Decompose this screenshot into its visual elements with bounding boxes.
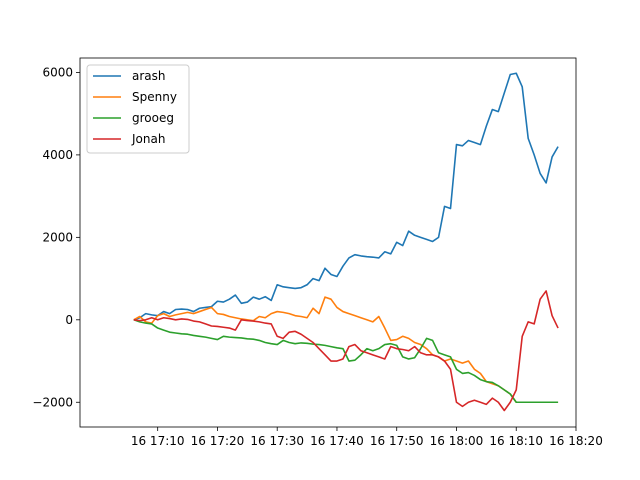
legend-label-jonah: Jonah bbox=[131, 132, 165, 146]
x-axis: 16 17:10 16 17:20 16 17:30 16 17:40 16 17:50… bbox=[131, 427, 603, 448]
x-tick-label: 16 18:10 bbox=[489, 434, 543, 448]
y-tick-label: 0 bbox=[65, 313, 73, 327]
y-axis: −2000 0 2000 4000 6000 bbox=[32, 65, 80, 409]
y-tick-label: 6000 bbox=[42, 65, 73, 79]
series-layer bbox=[133, 72, 559, 412]
x-tick-label: 16 18:00 bbox=[430, 434, 484, 448]
legend: arash Spenny grooeg Jonah bbox=[86, 64, 190, 154]
legend-box bbox=[86, 64, 190, 154]
x-tick-label: 16 17:40 bbox=[310, 434, 364, 448]
legend-label-grooeg: grooeg bbox=[132, 111, 174, 125]
x-tick-label: 16 17:20 bbox=[191, 434, 245, 448]
y-tick-label: −2000 bbox=[32, 395, 73, 409]
y-tick-label: 2000 bbox=[42, 230, 73, 244]
x-tick-label: 16 18:20 bbox=[549, 434, 603, 448]
y-tick-label: 4000 bbox=[42, 148, 73, 162]
series-line-grooeg bbox=[133, 319, 559, 404]
x-tick-label: 16 17:50 bbox=[370, 434, 424, 448]
legend-label-spenny: Spenny bbox=[132, 90, 177, 104]
x-tick-label: 16 17:30 bbox=[250, 434, 304, 448]
x-tick-label: 16 17:10 bbox=[131, 434, 185, 448]
legend-label-arash: arash bbox=[132, 69, 166, 83]
axes-frame bbox=[79, 57, 577, 428]
series-line-jonah bbox=[133, 290, 559, 412]
series-line-arash bbox=[133, 72, 559, 321]
